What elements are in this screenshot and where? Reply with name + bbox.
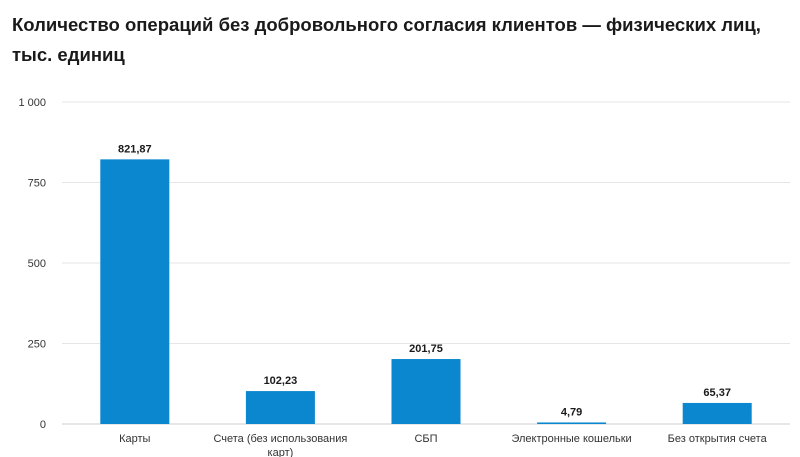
bar [100, 159, 170, 425]
y-tick-label: 500 [28, 258, 46, 270]
x-category-label: Без открытия счета [668, 433, 768, 445]
x-category-label: Счета (без использования [213, 433, 347, 445]
y-tick-label: 0 [40, 419, 46, 431]
x-category-label: карт) [268, 447, 294, 457]
data-label: 4,79 [561, 406, 582, 418]
data-label: 65,37 [703, 387, 731, 399]
y-tick-label: 250 [28, 339, 46, 351]
y-tick-label: 750 [28, 178, 46, 190]
x-category-label: Карты [119, 433, 150, 445]
data-label: 102,23 [264, 375, 298, 387]
bar [682, 402, 752, 424]
x-category-label: СБП [414, 433, 437, 445]
data-label: 201,75 [409, 343, 443, 355]
x-category-label: Электронные кошельки [511, 433, 631, 445]
bar [537, 422, 607, 424]
bar [245, 391, 315, 424]
y-tick-label: 1 000 [18, 97, 46, 109]
bar [391, 359, 461, 424]
data-label: 821,87 [118, 143, 152, 155]
chart-title: Количество операций без добровольного со… [12, 14, 761, 65]
